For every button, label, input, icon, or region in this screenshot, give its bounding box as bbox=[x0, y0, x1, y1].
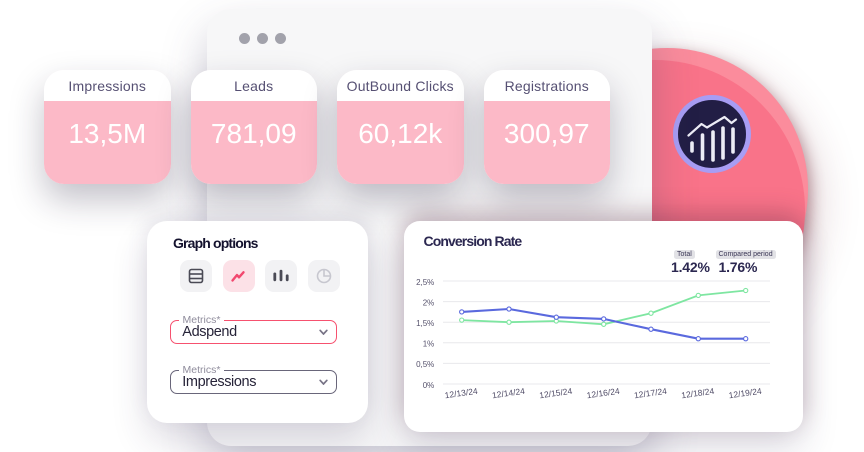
svg-text:1%: 1% bbox=[423, 340, 435, 349]
svg-text:12/17/24: 12/17/24 bbox=[633, 386, 667, 401]
svg-text:12/19/24: 12/19/24 bbox=[728, 386, 762, 401]
svg-text:0,5%: 0,5% bbox=[416, 360, 434, 369]
svg-text:12/13/24: 12/13/24 bbox=[444, 386, 478, 401]
svg-text:0%: 0% bbox=[423, 381, 435, 390]
svg-text:12/16/24: 12/16/24 bbox=[586, 386, 620, 401]
svg-text:12/14/24: 12/14/24 bbox=[491, 386, 525, 401]
svg-text:1,5%: 1,5% bbox=[416, 319, 434, 328]
svg-text:2,5%: 2,5% bbox=[416, 278, 434, 287]
svg-text:12/18/24: 12/18/24 bbox=[681, 386, 715, 401]
svg-text:2%: 2% bbox=[423, 298, 435, 307]
svg-text:12/15/24: 12/15/24 bbox=[539, 386, 573, 401]
